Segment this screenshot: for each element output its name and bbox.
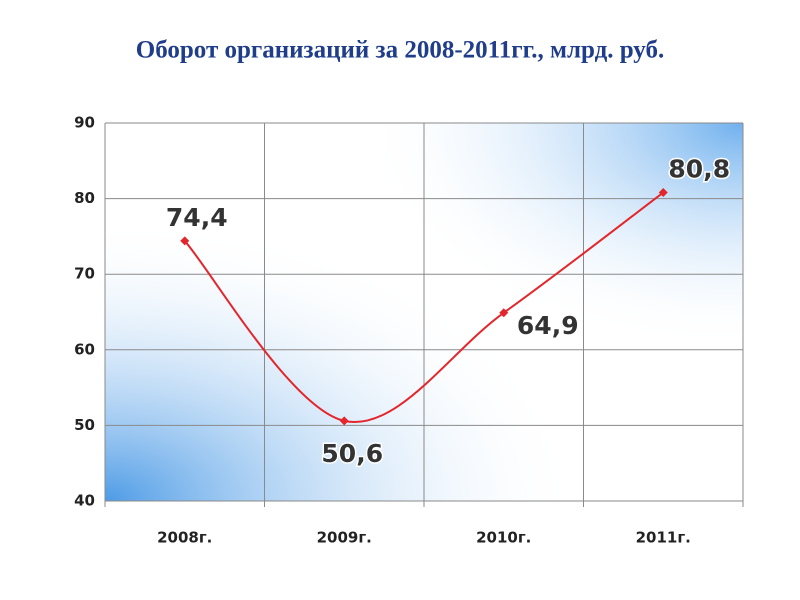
y-tick-label: 60 [74, 340, 95, 358]
chart-title: Оборот организаций за 2008-2011гг., млрд… [136, 37, 664, 64]
marker [499, 308, 509, 318]
y-tick-label: 70 [74, 265, 95, 283]
marker [180, 236, 190, 246]
data-label: 80,8 [668, 155, 730, 184]
marker [658, 188, 668, 198]
y-tick-label: 50 [74, 416, 95, 434]
y-tick-label: 90 [74, 114, 95, 132]
y-tick-label: 80 [74, 189, 95, 207]
marker [339, 416, 349, 426]
x-tick-label: 2009г. [317, 529, 372, 547]
data-label: 74,4 [166, 203, 228, 232]
data-label: 50,6 [321, 439, 383, 468]
x-tick-label: 2008г. [157, 529, 212, 547]
x-tick-label: 2011г. [636, 529, 691, 547]
data-label: 64,9 [517, 311, 579, 340]
y-tick-label: 40 [74, 492, 95, 510]
line [184, 191, 664, 424]
x-tick-label: 2010г. [476, 529, 531, 547]
